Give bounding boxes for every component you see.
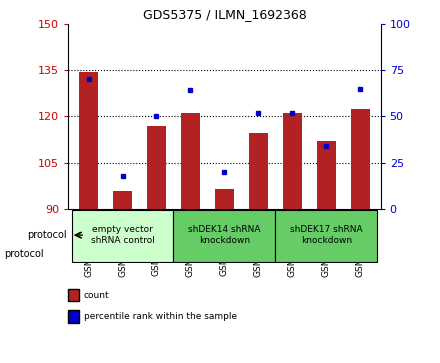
- Text: shDEK14 shRNA
knockdown: shDEK14 shRNA knockdown: [188, 225, 260, 245]
- FancyBboxPatch shape: [173, 210, 275, 262]
- FancyBboxPatch shape: [72, 210, 173, 262]
- Text: count: count: [84, 291, 109, 299]
- Text: protocol: protocol: [4, 249, 44, 259]
- Bar: [113, 191, 132, 209]
- Text: shDEK17 shRNA
knockdown: shDEK17 shRNA knockdown: [290, 225, 363, 245]
- Bar: [351, 109, 370, 209]
- Bar: [181, 113, 200, 209]
- Text: percentile rank within the sample: percentile rank within the sample: [84, 313, 237, 321]
- Text: protocol: protocol: [27, 230, 66, 240]
- Bar: [79, 72, 98, 209]
- Text: empty vector
shRNA control: empty vector shRNA control: [91, 225, 154, 245]
- FancyBboxPatch shape: [275, 210, 377, 262]
- Bar: [147, 126, 166, 209]
- Title: GDS5375 / ILMN_1692368: GDS5375 / ILMN_1692368: [143, 8, 306, 21]
- Bar: [283, 113, 302, 209]
- Bar: [317, 141, 336, 209]
- Bar: [249, 133, 268, 209]
- Bar: [215, 189, 234, 209]
